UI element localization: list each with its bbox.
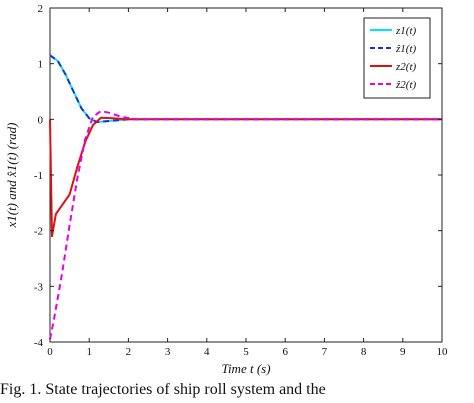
- figure-caption: Fig. 1. State trajectories of ship roll …: [0, 381, 326, 398]
- x-tick-label: 8: [361, 346, 367, 358]
- series-line-2: [49, 54, 442, 124]
- y-tick-label: -1: [34, 170, 43, 182]
- x-tick-label: 10: [437, 346, 449, 358]
- y-tick-label: -2: [34, 226, 43, 238]
- x-tick-label: 9: [400, 346, 406, 358]
- x-tick-label: 2: [126, 346, 132, 358]
- x-tick-label: 5: [243, 346, 249, 358]
- legend: z1(t) ẑ1(t) z2(t) ẑ2(t): [363, 17, 431, 99]
- y-tick-label: 0: [38, 114, 44, 126]
- chart-marks: [49, 54, 442, 340]
- legend-label-4: ẑ2(t): [395, 79, 417, 91]
- x-tick-label: 1: [86, 346, 92, 358]
- y-tick-label: 1: [38, 59, 44, 71]
- legend-label-1: z1(t): [395, 25, 417, 37]
- legend-label-2: ẑ1(t): [395, 43, 417, 55]
- series-line-4: [49, 110, 442, 340]
- legend-label-3: z2(t): [395, 61, 417, 73]
- y-axis-label: x1(t) and x̂1(t) (rad): [4, 122, 19, 228]
- y-tick-label: -3: [34, 281, 44, 293]
- y-tick-label: -4: [34, 337, 44, 349]
- x-tick-label: 3: [165, 346, 171, 358]
- x-tick-label: 0: [47, 346, 53, 358]
- x-axis-label: Time t (s): [221, 361, 270, 376]
- x-tick-label: 6: [282, 346, 288, 358]
- x-tick-label: 7: [322, 346, 328, 358]
- y-tick-label: 2: [38, 3, 44, 15]
- x-tick-label: 4: [204, 346, 210, 358]
